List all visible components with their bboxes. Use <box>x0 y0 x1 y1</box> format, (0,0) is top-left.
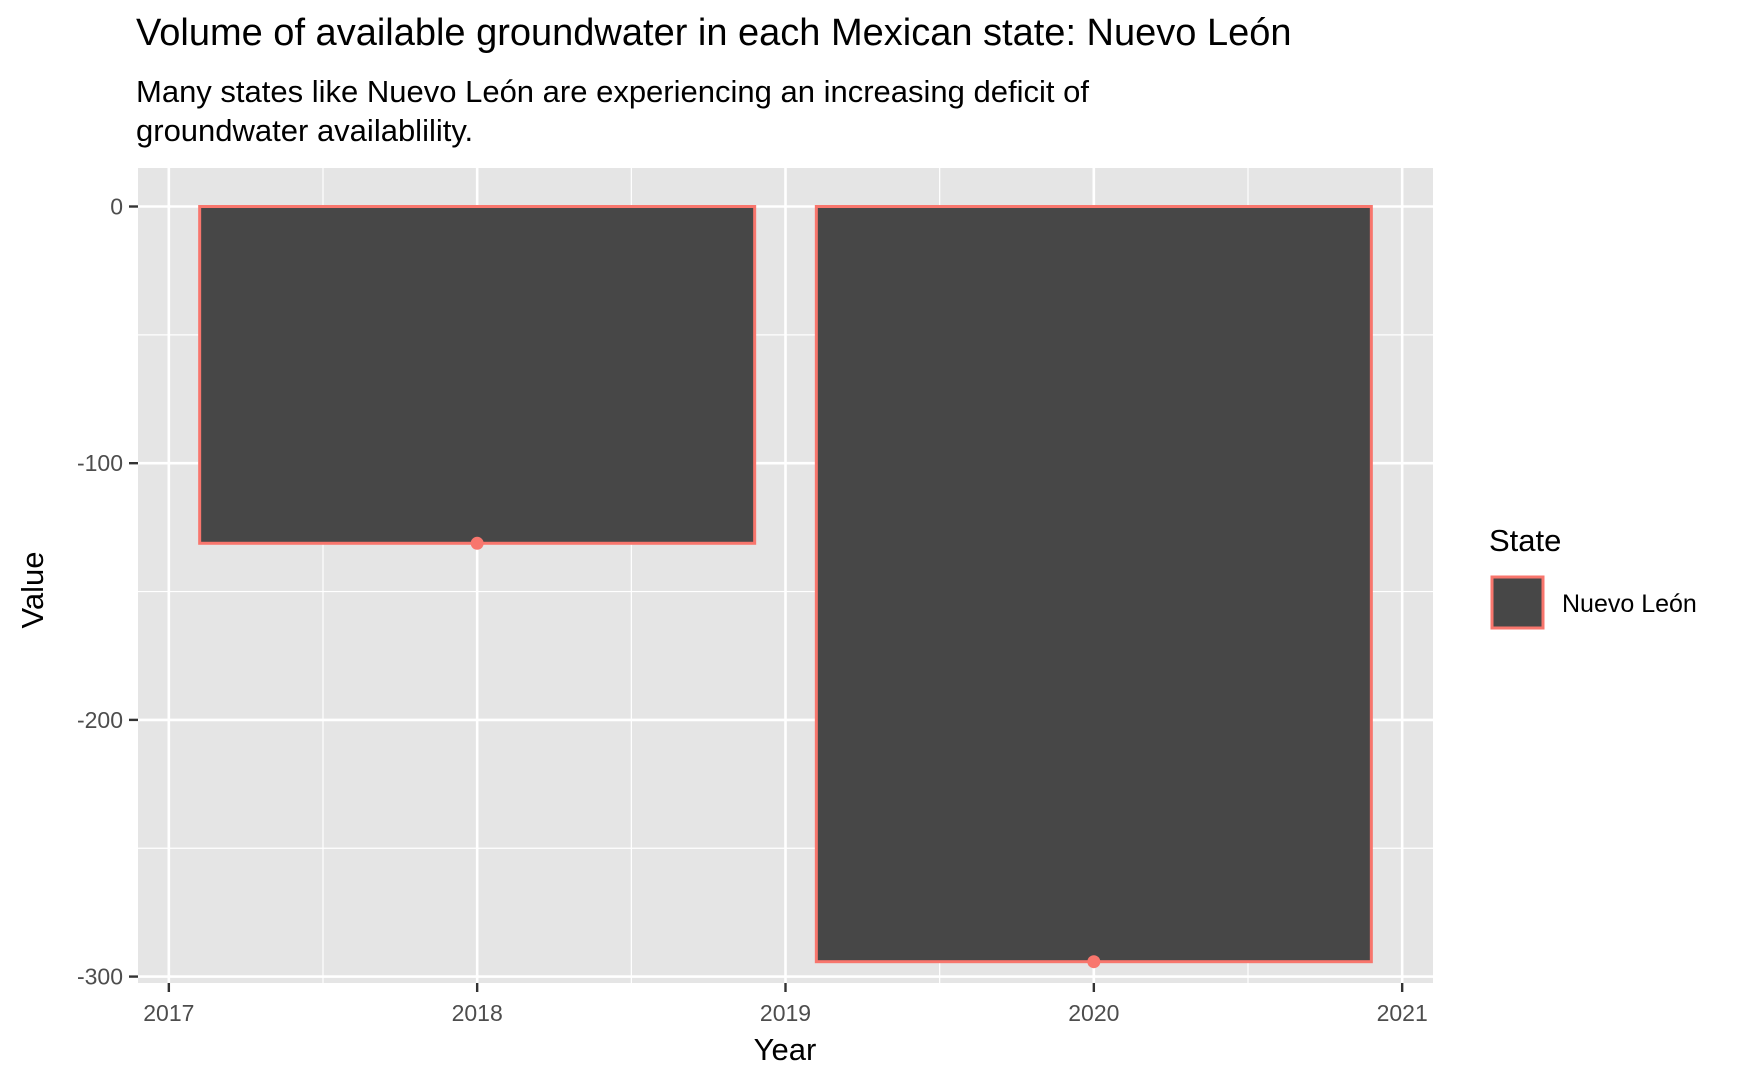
legend: State Nuevo León <box>1489 523 1697 630</box>
point-series <box>470 536 1101 969</box>
bar <box>198 205 757 545</box>
bar-series <box>198 205 1373 964</box>
x-tick-label: 2019 <box>760 1000 811 1026</box>
x-axis-title: Year <box>754 1032 817 1067</box>
y-tick-label: -300 <box>77 964 123 990</box>
bar <box>814 205 1373 964</box>
subtitle-line-1: Many states like Nuevo León are experien… <box>136 74 1089 109</box>
legend-title: State <box>1489 523 1561 558</box>
subtitle-line-2: groundwater availablility. <box>136 113 474 148</box>
y-tick-label: -200 <box>77 707 123 733</box>
x-tick-label: 2021 <box>1377 1000 1428 1026</box>
y-axis-title: Value <box>15 552 50 629</box>
x-axis: 2017 2018 2019 2020 2021 <box>143 983 1428 1026</box>
x-tick-label: 2018 <box>452 1000 503 1026</box>
x-tick-label: 2020 <box>1068 1000 1119 1026</box>
chart-title: Volume of available groundwater in each … <box>136 12 1292 54</box>
legend-label: Nuevo León <box>1562 590 1697 618</box>
data-point <box>1087 955 1101 969</box>
y-axis: 0 -100 -200 -300 <box>77 194 138 990</box>
chart-subtitle: Many states like Nuevo León are experien… <box>136 72 1336 150</box>
y-tick-label: 0 <box>110 194 123 220</box>
y-tick-label: -100 <box>77 450 123 476</box>
x-tick-label: 2017 <box>143 1000 194 1026</box>
legend-key <box>1490 575 1545 630</box>
data-point <box>470 536 484 550</box>
